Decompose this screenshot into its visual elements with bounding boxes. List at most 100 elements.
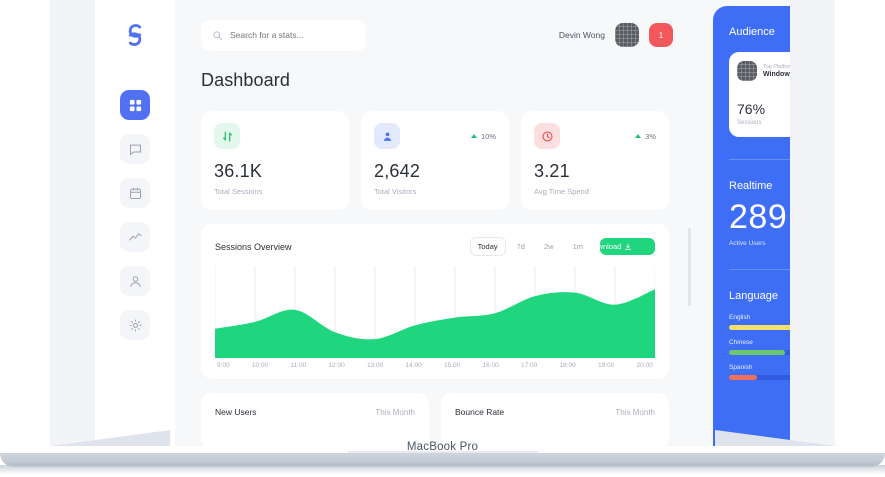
realtime-value: 289 <box>729 198 788 236</box>
realtime-sub: Active Users <box>729 240 766 247</box>
audience-card-platform[interactable]: Top Platform Windows 76% Sessions <box>729 52 790 137</box>
topbar: Devin Wong 1 <box>175 0 695 70</box>
x-tick-label: 9:00 <box>217 362 230 369</box>
stat-delta: 10% <box>470 131 496 141</box>
search-box[interactable] <box>201 19 366 51</box>
sessions-area-chart <box>215 266 655 358</box>
stat-label: Avg Time Spend <box>534 187 589 196</box>
language-progress-track <box>729 325 790 330</box>
trend-up-icon <box>635 134 642 138</box>
x-tick-label: 15:00 <box>443 362 461 369</box>
search-icon <box>213 30 223 40</box>
range-filters: Today 7d 2w 1m Download <box>469 237 655 256</box>
language-row-header: Chinese 38% <box>729 339 790 346</box>
platform-icon <box>737 61 757 81</box>
trend-up-icon <box>470 134 477 138</box>
user-icon <box>374 123 400 149</box>
audience-card-key: Top Platform <box>763 64 790 70</box>
sidebar-item-calendar[interactable] <box>120 178 150 208</box>
card-title: Sessions Overview <box>215 241 292 252</box>
language-list: English 43% Chinese 38% <box>729 314 790 380</box>
stat-cards: 36.1K Total Sessions 10% 2,642 To <box>175 91 695 210</box>
language-row-spanish: Spanish 19% <box>729 364 790 380</box>
stat-value: 3.21 <box>534 161 570 181</box>
bcard-title: Bounce Rate <box>455 407 505 417</box>
x-tick-label: 14:00 <box>405 362 422 369</box>
filter-1m[interactable]: 1m <box>572 242 583 251</box>
sidebar-item-messages[interactable] <box>120 134 150 164</box>
avatar[interactable] <box>615 23 639 47</box>
user-name: Devin Wong <box>558 30 605 40</box>
audience-card-pct: 76% <box>737 101 766 117</box>
download-label: Download <box>600 242 622 251</box>
sidebar-item-analytics[interactable] <box>120 222 150 252</box>
bcard-subtitle: This Month <box>375 408 415 417</box>
bounce-rate-card[interactable]: Bounce Rate This Month <box>441 393 669 446</box>
sessions-overview-card: Sessions Overview Today 7d 2w 1m Downloa… <box>201 224 669 379</box>
language-row-header: English 43% <box>729 314 790 321</box>
x-tick-label: 11:00 <box>290 362 307 369</box>
bcard-header: Bounce Rate This Month <box>455 407 655 417</box>
right-panel-inner: Audience Top Platform Windows 76% Sessio… <box>713 6 790 446</box>
stat-card-total-visitors[interactable]: 10% 2,642 Total Visitors <box>361 111 509 210</box>
language-name: English <box>729 314 751 321</box>
page-title: Dashboard <box>201 70 290 90</box>
chart-area-path <box>215 289 655 358</box>
language-name: Spanish <box>729 364 753 371</box>
notification-badge[interactable]: 1 <box>649 23 673 47</box>
right-panel: Audience Top Platform Windows 76% Sessio… <box>705 0 790 446</box>
x-tick-label: 20:00 <box>636 362 653 369</box>
x-tick-label: 19:00 <box>598 362 615 369</box>
bcard-title: New Users <box>215 407 257 417</box>
stat-card-header: 3% <box>534 123 656 149</box>
device-label: MacBook Pro <box>406 441 479 453</box>
clock-icon <box>534 123 560 149</box>
realtime-title: Realtime <box>729 180 773 192</box>
x-tick-label: 13:00 <box>366 362 384 369</box>
audience-card-sub: Sessions <box>737 120 762 126</box>
panel-divider <box>729 159 790 160</box>
filter-2w[interactable]: 2w <box>543 242 554 251</box>
search-input[interactable] <box>230 30 355 40</box>
stat-card-header <box>214 123 336 149</box>
download-button[interactable]: Download <box>600 238 655 255</box>
x-tick-label: 16:00 <box>482 362 499 369</box>
chart-x-axis: 9:00 10:00 11:00 12:00 13:00 14:00 15:00 16:00 1… <box>215 362 655 369</box>
transfer-icon <box>214 123 240 149</box>
bottom-cards: New Users This Month Bounce Rate This Mo… <box>175 379 695 446</box>
language-row-english: English 43% <box>729 314 790 330</box>
filter-today[interactable]: Today <box>469 237 506 256</box>
sidebar-item-profile[interactable] <box>120 266 150 296</box>
sidebar-item-dashboard[interactable] <box>120 90 150 120</box>
language-progress-fill <box>729 350 786 355</box>
language-progress-track <box>729 375 790 380</box>
stat-delta-value: 3% <box>645 131 656 141</box>
language-title: Language <box>729 290 778 302</box>
audience-card-text: Top Platform Windows <box>763 64 790 78</box>
sidebar-nav <box>120 90 150 340</box>
new-users-card[interactable]: New Users This Month <box>201 393 429 446</box>
vertical-scrollbar[interactable] <box>688 228 691 306</box>
stat-label: Total Visitors <box>374 187 417 196</box>
bcard-header: New Users This Month <box>215 407 415 417</box>
main-content: Devin Wong 1 Dashboard 36.1K Total Sessi… <box>175 0 695 446</box>
stat-delta-value: 10% <box>480 131 496 141</box>
stat-card-header: 10% <box>374 123 496 149</box>
audience-card-value: Windows <box>763 71 790 78</box>
stat-delta: 3% <box>635 132 656 141</box>
stat-value: 36.1K <box>214 161 263 181</box>
x-tick-label: 17:00 <box>521 362 538 369</box>
stat-card-total-sessions[interactable]: 36.1K Total Sessions <box>201 111 349 210</box>
language-progress-track <box>729 350 790 355</box>
sidebar <box>95 0 175 446</box>
stat-card-avg-time-spend[interactable]: 3% 3.21 Avg Time Spend <box>521 111 669 210</box>
s-logo-icon[interactable] <box>116 16 154 54</box>
app-screen: Devin Wong 1 Dashboard 36.1K Total Sessi… <box>95 0 790 446</box>
download-icon <box>625 243 632 250</box>
audience-cards: Top Platform Windows 76% Sessions Top Br… <box>729 52 790 137</box>
filter-7d[interactable]: 7d <box>516 242 525 251</box>
stat-label: Total Sessions <box>214 187 263 196</box>
x-tick-label: 10:00 <box>251 362 269 369</box>
bcard-subtitle: This Month <box>615 408 655 417</box>
sidebar-item-settings[interactable] <box>120 310 150 340</box>
